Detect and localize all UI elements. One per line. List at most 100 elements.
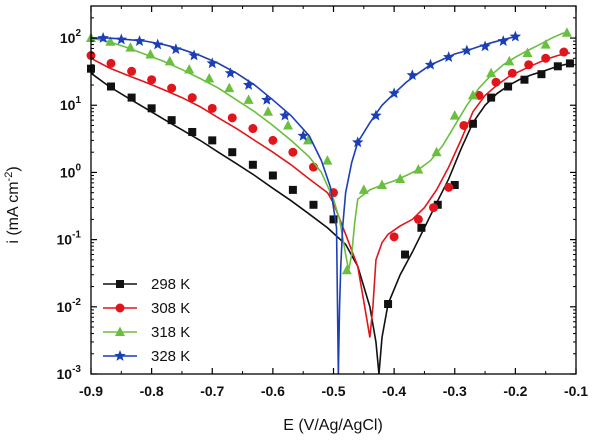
data-point [459,120,469,130]
data-point [224,82,235,93]
data-point [389,232,399,242]
data-point [433,200,442,209]
data-point [167,116,176,125]
y-tick-exponent: 1 [75,95,81,106]
data-point [444,182,454,192]
legend-item: 328 K [103,348,190,365]
data-point [541,53,551,63]
data-point [450,181,459,190]
y-tick-label: 101 [60,95,82,113]
data-point [206,57,218,69]
y-tick-label: 100 [60,162,82,180]
data-point [167,83,177,93]
data-point [115,33,128,45]
data-point [388,87,400,99]
data-point [487,93,496,102]
data-point [133,35,146,46]
legend-label: 318 K [151,324,190,341]
legend-marker [114,350,126,361]
data-point [204,73,215,83]
y-axis-title-suffix: ) [5,166,22,171]
data-point [509,30,522,42]
data-point [127,66,137,76]
data-point [322,155,333,165]
data-point [497,35,509,46]
y-tick-exponent: 0 [75,162,81,173]
data-point [507,68,517,78]
y-tick-label: 10-3 [57,364,82,382]
data-point [377,179,387,190]
legend-label: 308 K [151,300,190,317]
data-point [184,64,195,74]
data-point [208,136,217,145]
data-point [127,93,136,102]
x-tick-label: -0.7 [200,383,224,399]
y-tick-exponent: -3 [72,364,81,375]
x-tick-label: -0.5 [321,383,345,399]
data-point [288,147,298,157]
x-tick-label: -0.2 [503,383,527,399]
data-point [417,223,426,232]
data-point [248,160,257,169]
data-point [164,55,175,66]
y-tick-base: 10 [60,164,76,180]
data-point [279,109,291,121]
data-point [170,43,182,55]
data-point [524,60,534,70]
data-point [559,47,569,57]
y-tick-exponent: -2 [72,297,81,308]
y-tick-base: 10 [57,366,73,382]
data-point [468,119,477,128]
legend-label: 298 K [151,276,190,293]
x-tick-label: -0.8 [140,383,164,399]
data-point [227,113,237,123]
series-layer [86,27,574,375]
y-tick-exponent: -1 [72,230,81,241]
data-point [107,82,116,91]
data-point [224,67,237,79]
data-point [553,62,562,71]
y-axis-title: i (mA cm-2) [3,166,22,243]
data-point [442,51,455,62]
data-point [151,38,164,50]
data-point [97,32,109,43]
data-point [504,55,515,66]
legend-marker [115,326,125,336]
data-point [268,135,278,145]
series-328k [91,30,522,375]
data-point [413,214,423,224]
series-line [90,62,571,375]
y-tick-label: 10-1 [57,230,82,248]
data-point [561,27,572,37]
data-point [261,93,273,105]
data-point [395,173,406,183]
x-tick-label: -0.9 [79,383,103,399]
y-tick-exponent: 2 [75,28,81,39]
data-point [406,69,419,81]
data-point [242,79,255,90]
data-point [522,47,533,57]
data-point [106,58,116,68]
series-line [90,32,565,271]
data-point [486,67,497,78]
data-point [105,36,116,46]
data-point [263,106,274,116]
data-point [243,94,254,104]
data-point [537,70,546,79]
data-point [429,203,439,213]
data-point [370,109,382,121]
y-tick-base: 10 [57,299,73,315]
data-point [401,250,410,259]
data-point [467,89,478,100]
legend-item: 308 K [103,300,190,317]
data-point [147,104,156,113]
series-line [90,52,571,338]
data-point [491,77,501,87]
data-point [384,300,393,309]
data-point [303,134,314,145]
data-point [309,200,318,209]
y-tick-base: 10 [57,232,73,248]
y-tick-label: 10-2 [57,297,82,315]
data-point [540,39,551,49]
data-point [520,75,529,84]
